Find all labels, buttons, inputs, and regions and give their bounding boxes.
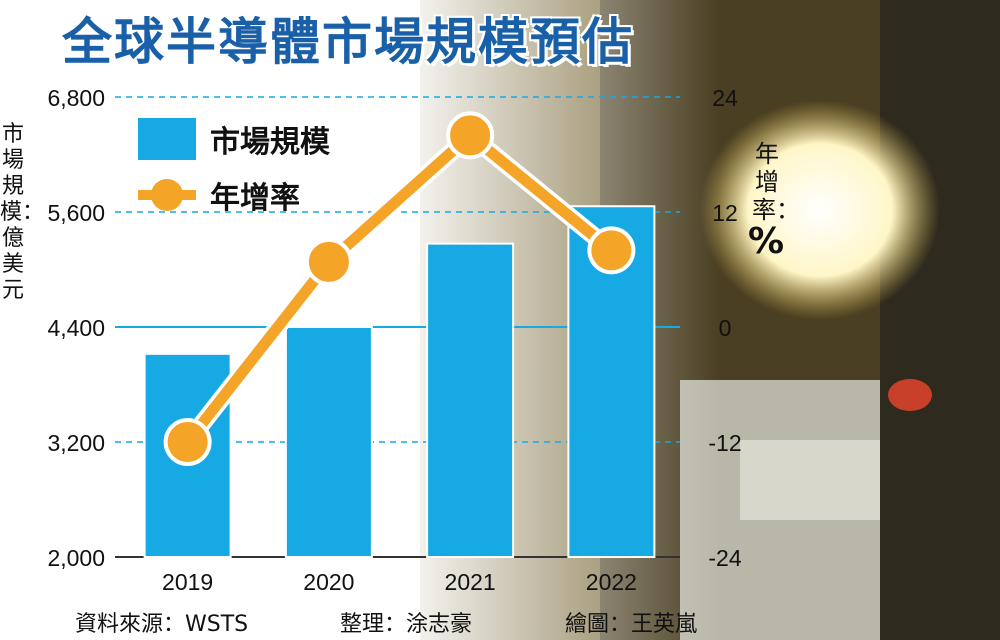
growth-point — [587, 226, 636, 275]
bar-market-size — [426, 242, 515, 558]
legend-bar-swatch — [138, 118, 196, 160]
x-tick-label: 2021 — [445, 569, 496, 595]
y-tick-label-left: 5,600 — [47, 200, 105, 226]
y-tick-label-left: 3,200 — [47, 430, 105, 456]
left-axis-label: 市場規模：億美元 — [0, 122, 44, 304]
left-axis-label-text: 市場規模：億美元 — [0, 122, 45, 303]
chart-title: 全球半導體市場規模預估 — [62, 13, 634, 71]
legend-item-bar: 市場規模 — [138, 115, 330, 163]
x-tick-label: 2022 — [586, 569, 637, 595]
growth-point — [163, 418, 212, 466]
legend: 市場規模 年增率 — [138, 115, 330, 227]
legend-bar-label: 市場規模 — [210, 125, 330, 160]
growth-point — [304, 237, 353, 286]
right-axis-unit: % — [748, 221, 785, 262]
y-tick-label-right: -24 — [708, 545, 741, 571]
growth-point — [446, 111, 495, 160]
footer-compiler: 整理：涂志豪 — [340, 612, 473, 637]
y-tick-label-right: 24 — [712, 85, 738, 111]
legend-item-line: 年增率 — [138, 171, 330, 219]
y-tick-label-right: 0 — [719, 315, 732, 341]
legend-line-label: 年增率 — [210, 181, 300, 216]
growth-line — [183, 129, 615, 446]
footer-source: 資料來源：WSTS — [75, 612, 249, 637]
right-axis-label: 年增率： % — [748, 140, 800, 260]
x-tick-label: 2019 — [162, 569, 213, 595]
bar-market-size — [284, 326, 373, 558]
y-tick-label-left: 2,000 — [47, 545, 105, 571]
footer-illustrator: 繪圖：王英嵐 — [565, 612, 698, 637]
y-tick-label-right: -12 — [708, 430, 741, 456]
right-axis-label-text: 年增率： — [752, 140, 800, 224]
legend-line-swatch — [138, 174, 196, 216]
x-tick-label: 2020 — [303, 569, 354, 595]
y-tick-label-right: 12 — [712, 200, 738, 226]
y-tick-label-left: 6,800 — [47, 85, 105, 111]
y-tick-label-left: 4,400 — [47, 315, 105, 341]
